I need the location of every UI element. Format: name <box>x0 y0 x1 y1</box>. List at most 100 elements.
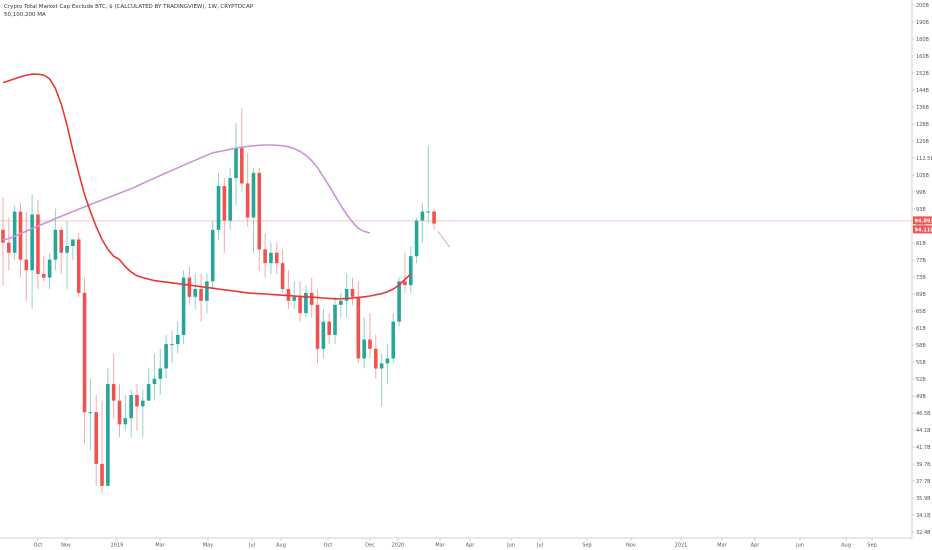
candle[interactable] <box>152 353 157 401</box>
candle[interactable] <box>420 202 425 243</box>
candle[interactable] <box>18 202 23 278</box>
candle[interactable] <box>82 277 87 444</box>
candle[interactable] <box>41 256 46 282</box>
candle[interactable] <box>234 123 238 206</box>
candle-body <box>135 395 139 407</box>
price-axis[interactable]: 200B 190B 180B 160B 152B 144B 136B 128B 120B 112.… <box>911 0 932 538</box>
candle-body <box>216 186 221 230</box>
candle-body <box>71 239 75 247</box>
candle[interactable] <box>315 288 320 364</box>
candle[interactable] <box>100 400 104 494</box>
candle[interactable] <box>298 281 302 322</box>
candle[interactable] <box>123 395 128 431</box>
y-tick-label: 49B <box>916 394 926 400</box>
candle[interactable] <box>339 292 343 318</box>
candle[interactable] <box>141 389 145 437</box>
candle[interactable] <box>216 172 221 240</box>
candle[interactable] <box>210 220 215 289</box>
candle[interactable] <box>36 199 40 289</box>
candle[interactable] <box>391 313 396 364</box>
candle[interactable] <box>333 296 337 345</box>
candle[interactable] <box>269 242 273 274</box>
candle[interactable] <box>432 208 436 230</box>
candle[interactable] <box>59 226 64 274</box>
candle[interactable] <box>71 239 75 260</box>
candle[interactable] <box>350 277 355 305</box>
candle[interactable] <box>222 178 227 253</box>
candle[interactable] <box>164 334 168 379</box>
y-tick-label: 37.7B <box>916 479 931 485</box>
candle[interactable] <box>362 317 366 369</box>
candle[interactable] <box>65 220 69 289</box>
candle[interactable] <box>24 211 29 301</box>
candle[interactable] <box>170 330 174 364</box>
candle[interactable] <box>1 197 5 286</box>
candle[interactable] <box>257 167 262 271</box>
candle[interactable] <box>106 368 110 486</box>
candle[interactable] <box>379 353 384 407</box>
candle-body <box>88 412 93 414</box>
candle[interactable] <box>181 270 186 345</box>
y-tick-label: 160B <box>916 54 930 60</box>
x-tick-label: Nov <box>61 543 71 549</box>
candle-body <box>304 292 308 314</box>
y-tick-label: 61B <box>916 326 926 332</box>
candle[interactable] <box>356 281 361 364</box>
candle-body <box>432 211 436 224</box>
candle-body <box>245 183 250 218</box>
candle[interactable] <box>158 348 163 396</box>
candle[interactable] <box>30 194 34 309</box>
candle[interactable] <box>135 384 139 431</box>
candle[interactable] <box>344 273 349 318</box>
candle[interactable] <box>403 252 407 293</box>
candle[interactable] <box>280 249 285 293</box>
candle-body <box>199 288 203 301</box>
candle[interactable] <box>117 384 122 437</box>
candle[interactable] <box>240 108 244 192</box>
candle-body <box>408 256 413 286</box>
candle[interactable] <box>111 353 116 419</box>
moving-averages <box>2 73 412 300</box>
candle-body <box>368 339 372 349</box>
candle-body <box>309 292 314 305</box>
candle-body <box>117 400 122 425</box>
candle[interactable] <box>47 252 52 289</box>
candle[interactable] <box>304 285 308 318</box>
candle-body <box>333 304 337 335</box>
candle[interactable] <box>205 273 209 314</box>
candle[interactable] <box>292 281 297 309</box>
candle[interactable] <box>414 217 419 264</box>
candle-body <box>263 249 267 264</box>
candle[interactable] <box>193 273 198 309</box>
candle[interactable] <box>76 232 81 297</box>
candle[interactable] <box>286 270 291 309</box>
candle[interactable] <box>385 344 390 385</box>
annotations <box>437 231 451 248</box>
candle[interactable] <box>327 313 331 345</box>
candle[interactable] <box>274 242 279 274</box>
candle[interactable] <box>88 378 93 451</box>
candle[interactable] <box>426 145 431 224</box>
ma-fast-line <box>2 73 412 300</box>
candle[interactable] <box>12 205 17 260</box>
x-tick-label: 2020 <box>392 543 405 549</box>
candle[interactable] <box>146 368 151 401</box>
time-axis[interactable]: Oct Nov 2019 Mar May Jul Aug Oct Dec 2020 Mar Apr Ju… <box>0 537 912 549</box>
candle[interactable] <box>368 313 372 359</box>
candle[interactable] <box>175 321 180 354</box>
candle[interactable] <box>129 389 133 437</box>
candle[interactable] <box>228 167 232 230</box>
candle[interactable] <box>408 246 413 293</box>
candle-body <box>269 252 273 264</box>
candle[interactable] <box>321 308 326 359</box>
candle[interactable] <box>199 273 203 322</box>
candle[interactable] <box>251 167 256 253</box>
candle[interactable] <box>7 217 11 271</box>
candle[interactable] <box>94 395 98 486</box>
x-tick-label: Jul <box>248 543 255 549</box>
candle-body <box>129 395 133 419</box>
candle[interactable] <box>263 232 267 278</box>
candle[interactable] <box>245 152 250 227</box>
candle[interactable] <box>374 334 378 379</box>
